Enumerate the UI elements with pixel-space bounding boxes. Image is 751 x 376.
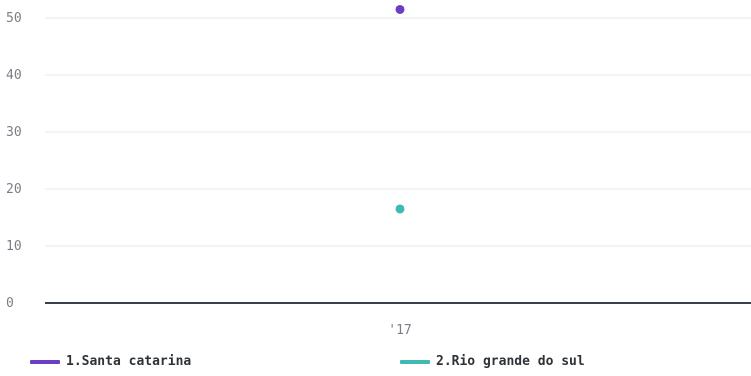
chart-area: 0 10 20 30 40 50 '17 bbox=[6, 4, 751, 338]
y-tick-label: 10 bbox=[6, 239, 22, 254]
y-tick-label: 20 bbox=[6, 182, 22, 197]
gridlines bbox=[45, 17, 751, 247]
legend-label-series-1: 1.Santa catarina bbox=[66, 354, 192, 369]
y-axis-ticks: 0 10 20 30 40 50 bbox=[6, 11, 22, 311]
legend-item-series-1[interactable]: 1.Santa catarina bbox=[30, 354, 191, 369]
legend-item-series-2[interactable]: 2.Rio grande do sul bbox=[400, 354, 585, 369]
legend: 1.Santa catarina 2.Rio grande do sul bbox=[0, 354, 751, 376]
legend-label-series-2: 2.Rio grande do sul bbox=[436, 354, 585, 369]
x-axis-ticks: '17 bbox=[388, 323, 411, 338]
legend-swatch-series-1 bbox=[30, 359, 60, 364]
y-tick-label: 30 bbox=[6, 125, 22, 140]
y-tick-label: 40 bbox=[6, 68, 22, 83]
data-point-series-2[interactable] bbox=[395, 204, 405, 214]
x-tick-label: '17 bbox=[388, 323, 411, 338]
y-tick-label: 50 bbox=[6, 11, 22, 26]
data-points bbox=[395, 4, 405, 214]
y-tick-label: 0 bbox=[6, 296, 14, 311]
data-point-series-1[interactable] bbox=[395, 4, 405, 14]
legend-swatch-series-2 bbox=[400, 359, 430, 364]
